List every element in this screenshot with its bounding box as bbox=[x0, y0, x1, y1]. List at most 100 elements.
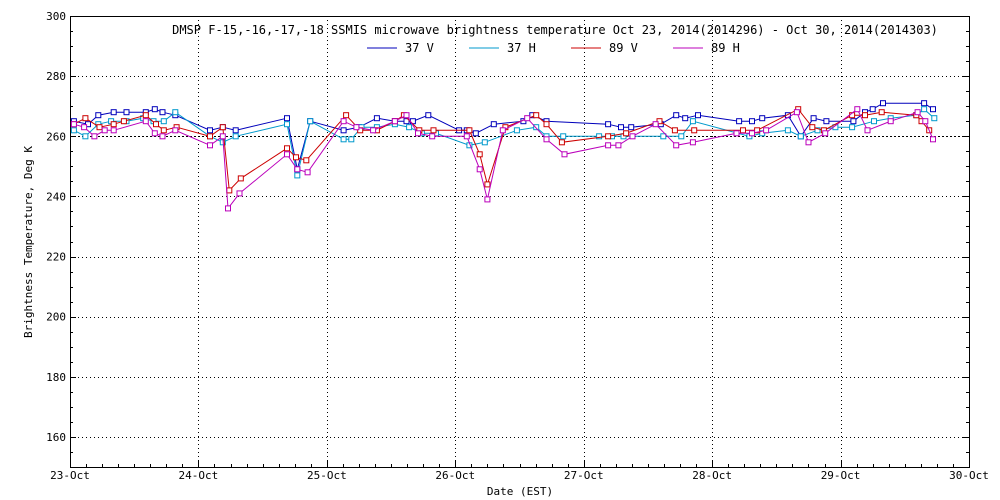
data-point-89-v bbox=[691, 127, 698, 134]
data-point-89-h bbox=[110, 127, 117, 134]
data-point-89-v bbox=[207, 133, 213, 140]
axis-ticks: 23-Oct 24-Oct 25-Oct 26-Oct 27-Oct 28-Oct 29-O… bbox=[46, 10, 989, 482]
data-point-37-h bbox=[797, 133, 804, 140]
series-line-89-v bbox=[73, 108, 930, 192]
data-point-89-h bbox=[914, 109, 921, 116]
data-point-37-h bbox=[533, 124, 540, 131]
data-point-37-h bbox=[82, 133, 89, 140]
data-point-37-v bbox=[159, 109, 166, 116]
data-point-89-v bbox=[623, 130, 630, 137]
y-tick-label: 280 bbox=[46, 70, 66, 83]
data-point-89-h bbox=[340, 118, 347, 125]
data-point-89-h bbox=[854, 106, 861, 113]
data-point-89-h bbox=[822, 130, 829, 137]
legend-item-37-v: 37 V bbox=[367, 41, 434, 55]
data-point-89-h bbox=[81, 124, 88, 131]
data-point-89-h bbox=[429, 133, 436, 140]
data-point-89-h bbox=[284, 151, 290, 158]
data-point-89-v bbox=[284, 145, 290, 152]
data-point-37-v bbox=[490, 121, 497, 128]
data-point-37-h bbox=[481, 139, 488, 146]
y-tick-label: 180 bbox=[46, 371, 66, 384]
legend: 37 V 37 H 89 V 89 H bbox=[367, 41, 740, 55]
data-point-37-v bbox=[95, 112, 102, 119]
data-point-37-h bbox=[660, 133, 667, 140]
x-tick-label: 26-Oct bbox=[435, 469, 475, 482]
data-point-37-v bbox=[403, 118, 410, 125]
data-point-89-h bbox=[207, 142, 213, 149]
legend-label: 89 H bbox=[711, 41, 740, 55]
data-point-89-h bbox=[805, 139, 812, 146]
data-point-89-h bbox=[652, 121, 659, 128]
y-tick-label: 220 bbox=[46, 251, 66, 264]
data-point-37-h bbox=[172, 109, 179, 116]
data-point-89-h bbox=[415, 130, 421, 137]
data-point-89-v bbox=[558, 139, 565, 146]
data-point-89-v bbox=[293, 154, 299, 161]
data-point-37-h bbox=[70, 127, 77, 134]
data-point-89-h bbox=[151, 130, 158, 137]
data-point-37-v bbox=[673, 112, 680, 119]
data-point-89-v bbox=[543, 121, 550, 128]
data-point-37-v bbox=[151, 106, 158, 113]
x-tick-label: 23-Oct bbox=[50, 469, 90, 482]
x-axis-title: Date (EST) bbox=[487, 485, 553, 498]
data-point-37-v bbox=[340, 127, 347, 134]
y-tick-label: 300 bbox=[46, 10, 66, 23]
x-tick-label: 30-Oct bbox=[949, 469, 989, 482]
data-point-89-h bbox=[673, 142, 680, 149]
data-point-89-v bbox=[671, 127, 678, 134]
data-point-89-h bbox=[225, 205, 231, 212]
data-point-89-h bbox=[733, 130, 740, 137]
data-point-37-v bbox=[284, 115, 290, 122]
data-point-89-h bbox=[403, 112, 410, 119]
data-point-89-v bbox=[809, 124, 816, 131]
data-point-37-h bbox=[678, 133, 685, 140]
data-point-89-v bbox=[303, 157, 310, 164]
data-point-89-h bbox=[629, 133, 636, 140]
data-point-89-h bbox=[499, 127, 506, 134]
legend-label: 89 V bbox=[609, 41, 638, 55]
data-point-37-h bbox=[560, 133, 567, 140]
data-point-37-h bbox=[871, 118, 877, 125]
data-point-89-h bbox=[172, 127, 179, 134]
data-point-89-v bbox=[82, 115, 89, 122]
data-point-89-v bbox=[605, 133, 612, 140]
legend-item-89-v: 89 V bbox=[571, 41, 638, 55]
legend-item-37-h: 37 H bbox=[469, 41, 536, 55]
data-point-37-v bbox=[472, 130, 479, 137]
data-point-37-h bbox=[406, 124, 413, 131]
data-point-89-h bbox=[219, 133, 226, 140]
data-point-37-h bbox=[232, 133, 239, 140]
data-point-37-v bbox=[425, 112, 432, 119]
data-point-89-h bbox=[476, 166, 483, 173]
data-point-89-v bbox=[484, 181, 491, 188]
data-point-37-v bbox=[373, 115, 380, 122]
y-tick-label: 160 bbox=[46, 431, 66, 444]
data-point-89-h bbox=[864, 127, 871, 134]
data-point-37-h bbox=[348, 136, 355, 143]
data-point-89-v bbox=[533, 112, 540, 119]
data-point-89-h bbox=[524, 115, 531, 122]
data-point-37-h bbox=[307, 118, 314, 125]
data-point-37-v bbox=[880, 100, 886, 107]
data-point-37-v bbox=[850, 118, 857, 125]
data-point-37-v bbox=[682, 115, 689, 122]
data-point-89-v bbox=[160, 127, 167, 134]
data-point-37-h bbox=[513, 127, 520, 134]
legend-label: 37 H bbox=[507, 41, 536, 55]
data-point-89-h bbox=[236, 190, 243, 197]
data-point-37-v bbox=[810, 115, 817, 122]
data-point-37-h bbox=[921, 106, 928, 113]
data-point-89-v bbox=[219, 124, 226, 131]
data-point-89-h bbox=[70, 121, 77, 128]
data-point-37-v bbox=[736, 118, 743, 125]
data-point-37-h bbox=[596, 133, 603, 140]
data-point-89-h bbox=[887, 118, 894, 125]
y-axis-title: Brightness Temperature, Deg K bbox=[22, 146, 35, 338]
data-point-89-h bbox=[793, 109, 800, 116]
data-point-37-v bbox=[618, 124, 624, 131]
data-point-89-v bbox=[110, 121, 117, 128]
